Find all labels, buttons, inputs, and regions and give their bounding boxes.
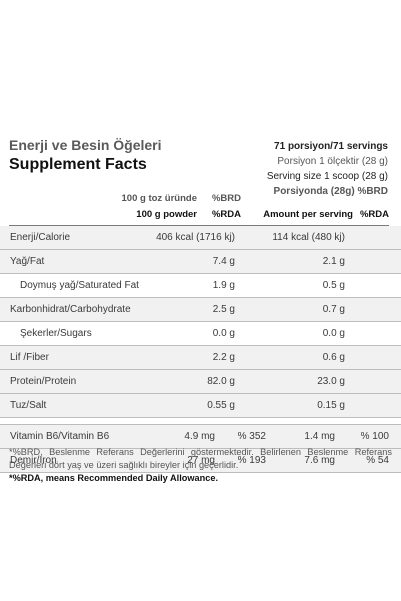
value-serving: 7.6 mg bbox=[304, 455, 335, 466]
row-label: Yağ/Fat bbox=[10, 256, 45, 267]
value-100g: 0.55 g bbox=[207, 400, 235, 411]
percent-100g: % 352 bbox=[237, 431, 266, 442]
percent-100g: % 193 bbox=[237, 455, 266, 466]
row-label: Demir/Iron bbox=[10, 455, 57, 466]
value-100g: 2.5 g bbox=[212, 304, 235, 315]
value-serving: 0.6 g bbox=[322, 352, 345, 363]
value-serving: 0.5 g bbox=[322, 280, 345, 291]
footnote-brd: *%BRD, Beslenme Referans Değerlerini gös… bbox=[9, 447, 392, 470]
value-100g: 0.0 g bbox=[212, 328, 235, 339]
value-serving: 114 kcal (480 kj) bbox=[272, 232, 345, 243]
row-label: Karbonhidrat/Carbohydrate bbox=[10, 304, 131, 315]
table-row: Vitamin B6/Vitamin B6 4.9 mg % 352 1.4 m… bbox=[0, 424, 401, 449]
header-100g-en: 100 g powder bbox=[136, 209, 197, 220]
column-headers: 100 g toz üründe %BRD 100 g powder %RDA … bbox=[0, 191, 401, 223]
header-100g-tr: 100 g toz üründe bbox=[121, 193, 197, 204]
table-row: Karbonhidrat/Carbohydrate 2.5 g 0.7 g bbox=[0, 298, 401, 322]
value-100g: 27 mg bbox=[187, 455, 215, 466]
row-label: Doymuş yağ/Saturated Fat bbox=[20, 280, 139, 291]
table-row: Enerji/Calorie 406 kcal (1716 kj) 114 kc… bbox=[0, 226, 401, 250]
table-row: Protein/Protein 82.0 g 23.0 g bbox=[0, 370, 401, 394]
value-serving: 0.7 g bbox=[322, 304, 345, 315]
percent-serving: % 54 bbox=[366, 455, 389, 466]
value-100g: 406 kcal (1716 kj) bbox=[156, 232, 235, 243]
table-row: Tuz/Salt 0.55 g 0.15 g bbox=[0, 394, 401, 418]
footnote: *%BRD, Beslenme Referans Değerlerini gös… bbox=[9, 446, 392, 485]
value-serving: 2.1 g bbox=[322, 256, 345, 267]
table-row: Doymuş yağ/Saturated Fat 1.9 g 0.5 g bbox=[0, 274, 401, 298]
value-100g: 2.2 g bbox=[212, 352, 235, 363]
value-serving: 23.0 g bbox=[317, 376, 345, 387]
serving-size-tr: Porsiyon 1 ölçektir (28 g) bbox=[277, 156, 388, 167]
per-serving-tr: Porsiyonda (28g) %BRD bbox=[273, 186, 388, 197]
value-serving: 0.0 g bbox=[322, 328, 345, 339]
header-brd: %BRD bbox=[211, 193, 241, 204]
header-per-serving-en: Amount per serving bbox=[263, 209, 353, 220]
value-100g: 7.4 g bbox=[212, 256, 235, 267]
nutrition-table: Enerji/Calorie 406 kcal (1716 kj) 114 kc… bbox=[0, 226, 401, 473]
header-divider bbox=[9, 225, 389, 226]
value-100g: 1.9 g bbox=[212, 280, 235, 291]
title-turkish: Enerji ve Besin Öğeleri bbox=[9, 137, 162, 153]
row-label: Enerji/Calorie bbox=[10, 232, 71, 243]
header-rda: %RDA bbox=[211, 209, 241, 220]
value-serving: 0.15 g bbox=[317, 400, 345, 411]
value-serving: 1.4 mg bbox=[304, 431, 335, 442]
table-row: Şekerler/Sugars 0.0 g 0.0 g bbox=[0, 322, 401, 346]
percent-serving: % 100 bbox=[360, 431, 389, 442]
serving-info: 71 porsiyon/71 servings Porsiyon 1 ölçek… bbox=[267, 139, 388, 199]
row-label: Şekerler/Sugars bbox=[20, 328, 92, 339]
title-block: Enerji ve Besin Öğeleri Supplement Facts bbox=[9, 137, 184, 174]
value-100g: 4.9 mg bbox=[184, 431, 215, 442]
row-label: Lif /Fiber bbox=[10, 352, 49, 363]
value-100g: 82.0 g bbox=[207, 376, 235, 387]
serving-size-en: Serving size 1 scoop (28 g) bbox=[266, 171, 388, 182]
row-label: Tuz/Salt bbox=[10, 400, 47, 411]
servings-count: 71 porsiyon/71 servings bbox=[274, 141, 388, 152]
footnote-rda: *%RDA, means Recommended Daily Allowance… bbox=[9, 473, 218, 483]
row-label: Vitamin B6/Vitamin B6 bbox=[10, 431, 110, 442]
header-rda-serving: %RDA bbox=[359, 209, 389, 220]
row-label: Protein/Protein bbox=[10, 376, 77, 387]
title-english: Supplement Facts bbox=[9, 156, 147, 173]
table-row: Lif /Fiber 2.2 g 0.6 g bbox=[0, 346, 401, 370]
table-row: Yağ/Fat 7.4 g 2.1 g bbox=[0, 250, 401, 274]
table-row: Demir/Iron 27 mg % 193 7.6 mg % 54 bbox=[0, 449, 401, 473]
